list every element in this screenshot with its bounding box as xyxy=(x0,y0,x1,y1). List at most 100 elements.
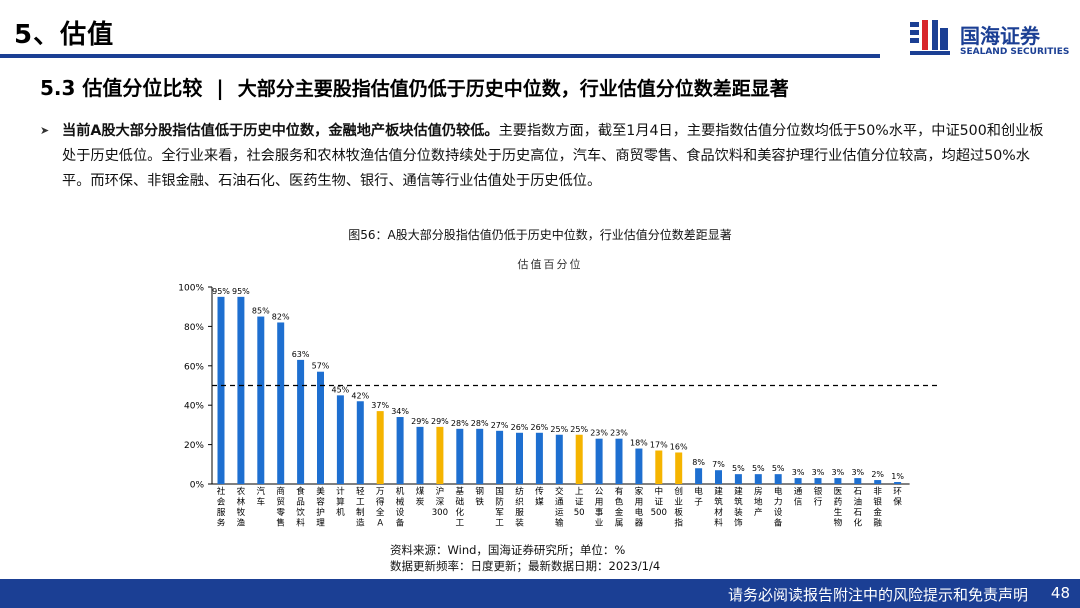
bar-value-label: 42% xyxy=(351,391,369,400)
body-lead: 当前A股大部分股指估值低于历史中位数，金融地产板块估值仍较低。 xyxy=(62,123,499,139)
logo-chinese-name: 国海证券 xyxy=(960,24,1040,48)
bar xyxy=(416,426,424,484)
x-category-label: 传媒 xyxy=(535,485,544,508)
source-note: 资料来源：Wind，国海证券研究所；单位：% 数据更新频率：日度更新；最新数据日… xyxy=(390,542,660,574)
x-category-label: 国防军工 xyxy=(495,486,504,529)
x-category-label: 基础化工 xyxy=(455,485,464,529)
source-line: 资料来源：Wind，国海证券研究所；单位：% xyxy=(390,543,626,557)
bar-value-label: 27% xyxy=(491,421,509,430)
y-tick-label: 100% xyxy=(178,284,204,294)
x-category-label: 商贸零售 xyxy=(276,485,285,529)
bar xyxy=(336,395,344,484)
y-tick-label: 80% xyxy=(184,323,204,333)
x-category-label: 通信 xyxy=(794,486,803,508)
bar xyxy=(615,438,623,484)
figure-caption: 图56：A股大部分股指估值仍低于历史中位数，行业估值分位数差距显著 xyxy=(348,228,732,242)
bar xyxy=(217,296,225,484)
bar-value-label: 5% xyxy=(732,464,745,473)
bar-value-label: 18% xyxy=(630,439,648,448)
bar xyxy=(237,296,245,484)
x-category-label: 交通运输 xyxy=(555,485,564,529)
x-category-label: 纺织服装 xyxy=(515,485,524,529)
bar-value-label: 1% xyxy=(891,472,904,481)
brand-logo: 国海证券 SEALAND SECURITIES xyxy=(908,18,1070,62)
bar-value-label: 29% xyxy=(411,417,429,426)
x-category-label: 农林牧渔 xyxy=(237,485,246,529)
bar-value-label: 5% xyxy=(752,464,765,473)
bar-value-label: 29% xyxy=(431,417,449,426)
x-category-label: 建筑装饰 xyxy=(734,485,743,529)
bar xyxy=(356,401,364,484)
bar-value-label: 17% xyxy=(650,441,668,450)
bar-value-label: 5% xyxy=(772,464,785,473)
x-category-label: 万得全 A xyxy=(376,487,385,529)
logo-english-name: SEALAND SECURITIES xyxy=(960,47,1070,57)
bar-value-label: 26% xyxy=(511,423,529,432)
bar-value-label: 63% xyxy=(292,350,310,359)
y-tick-label: 60% xyxy=(184,362,204,372)
bar xyxy=(754,474,762,484)
y-tick-label: 0% xyxy=(190,481,205,491)
x-category-label: 食品饮料 xyxy=(296,485,305,529)
bar-value-label: 34% xyxy=(391,407,409,416)
bar-value-label: 3% xyxy=(851,468,864,477)
x-category-label: 中证 500 xyxy=(651,485,667,518)
bar xyxy=(496,430,504,484)
subsection-heading: 5.3 估值分位比较 | 大部分主要股指估值仍低于历史中位数，行业估值分位数差距显著 xyxy=(40,72,789,101)
bar xyxy=(635,448,643,484)
header-rule xyxy=(0,54,880,58)
x-category-label: 煤炭 xyxy=(416,485,425,508)
bar xyxy=(675,452,683,484)
bar-value-label: 26% xyxy=(531,423,549,432)
x-category-label: 房地产 xyxy=(754,485,763,518)
sealand-logo-icon xyxy=(910,20,950,55)
x-category-label: 钢铁 xyxy=(475,485,484,508)
subsection-number-title: 5.3 估值分位比较 xyxy=(40,76,203,100)
bar xyxy=(535,432,543,484)
y-tick-label: 20% xyxy=(184,441,204,451)
bar xyxy=(575,434,583,484)
bar xyxy=(814,478,822,484)
x-category-label: 轻工制造 xyxy=(356,485,365,529)
bar-value-label: 8% xyxy=(692,458,705,467)
y-tick-label: 40% xyxy=(184,402,204,412)
x-category-label: 机械设备 xyxy=(396,485,405,529)
x-category-label: 银行 xyxy=(814,485,823,508)
bar xyxy=(476,428,484,484)
bar-value-label: 95% xyxy=(232,287,250,296)
x-category-label: 有色金属 xyxy=(615,485,624,529)
bar xyxy=(396,417,404,484)
heading-separator: | xyxy=(216,76,224,100)
footer-bar: 请务必阅读报告附注中的风险提示和免责声明 48 xyxy=(0,579,1080,608)
bar-value-label: 3% xyxy=(792,468,805,477)
bar xyxy=(436,426,444,484)
body-text: 主要指数方面，截至1月4日，主要指数估值分位数均低于50%水平，中证500和创业… xyxy=(62,123,1044,189)
x-category-label: 电子 xyxy=(694,485,703,508)
bar-series: 95% 社会服务 95% 农林牧渔 85% 汽车 82% 商贸零售 63% 食品饮料 57% 美容护理… xyxy=(212,287,904,529)
bar-value-label: 3% xyxy=(832,468,845,477)
bar xyxy=(874,480,882,484)
bar-value-label: 28% xyxy=(451,419,469,428)
x-category-label: 石油石化 xyxy=(853,487,862,529)
x-category-label: 建筑材料 xyxy=(714,485,723,529)
bar xyxy=(376,411,384,484)
bar-value-label: 2% xyxy=(871,470,884,479)
bar xyxy=(317,371,324,484)
bar-value-label: 37% xyxy=(371,401,389,410)
update-frequency-line: 数据更新频率：日度更新；最新数据日期：2023/1/4 xyxy=(390,559,661,573)
x-category-label: 计算机 xyxy=(336,485,345,518)
x-category-label: 公用事业 xyxy=(595,487,604,529)
x-category-label: 沪深 300 xyxy=(432,485,448,518)
x-category-label: 上证 50 xyxy=(574,486,585,518)
bar-value-label: 7% xyxy=(712,460,725,469)
bar-value-label: 28% xyxy=(471,419,489,428)
bar-value-label: 82% xyxy=(272,312,290,321)
bar-value-label: 16% xyxy=(670,442,688,451)
x-category-label: 家用电器 xyxy=(635,485,644,529)
bar-value-label: 3% xyxy=(812,468,825,477)
bar xyxy=(774,474,782,484)
page-number: 48 xyxy=(1050,584,1070,602)
bar-value-label: 45% xyxy=(332,385,350,394)
bar xyxy=(695,468,703,484)
valuation-percentile-bar-chart: 估值百分位 0% 20% 40% 60% 80% 100% 95% 社会服务 95% 农林牧渔 8… xyxy=(178,257,938,529)
